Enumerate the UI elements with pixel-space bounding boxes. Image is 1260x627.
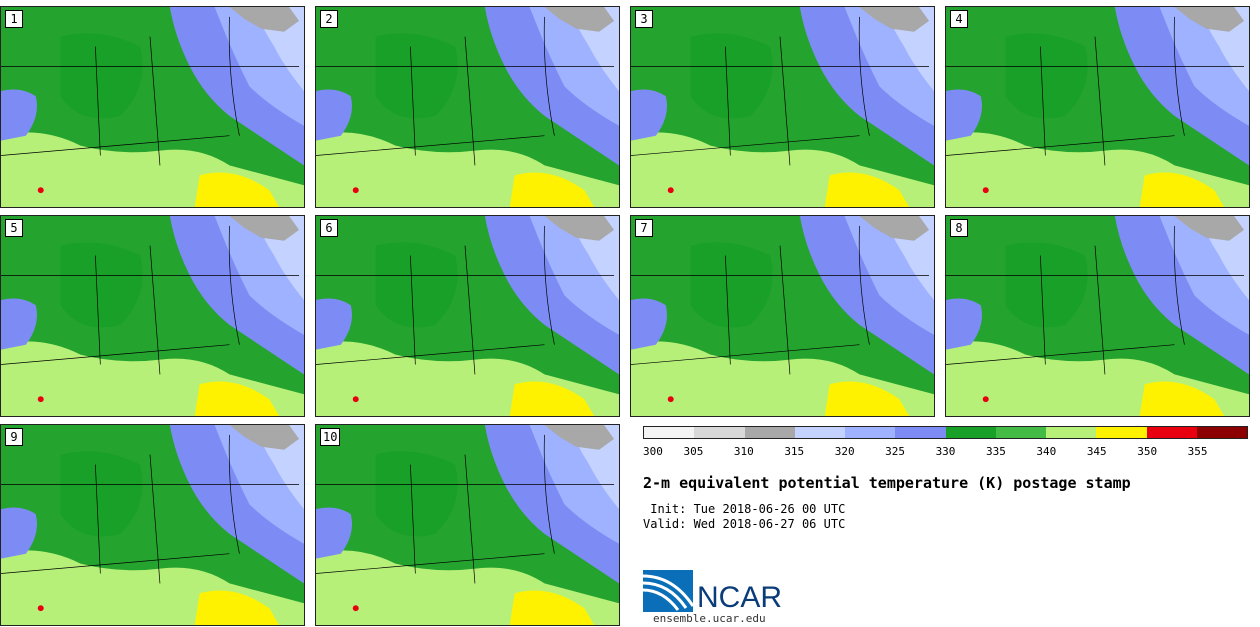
postage-stamp-map: 1 (0, 6, 305, 208)
colorbar-swatch (945, 427, 996, 438)
colorbar-tick-label: 320 (834, 445, 855, 458)
valid-time: Valid: Wed 2018-06-27 06 UTC (643, 517, 846, 531)
site-url: ensemble.ucar.edu (653, 612, 766, 625)
postage-stamp-map: 4 (945, 6, 1250, 208)
colorbar-swatch (995, 427, 1046, 438)
member-number: 4 (950, 10, 968, 28)
colorbar-tick-label: 300 (643, 445, 663, 458)
colorbar-tick-label: 335 (985, 445, 1006, 458)
member-number: 2 (320, 10, 338, 28)
member-number: 7 (635, 219, 653, 237)
member-number: 3 (635, 10, 653, 28)
colorbar (643, 426, 1248, 439)
ncar-logo: NCAR (643, 570, 782, 614)
colorbar-ticks: 300 305 310 315 320 325 330 335 340 345 350 355 (643, 445, 1248, 459)
colorbar-tick-label: 305 (683, 445, 704, 458)
colorbar-swatch (744, 427, 795, 438)
postage-stamp-map: 5 (0, 215, 305, 417)
member-number: 6 (320, 219, 338, 237)
colorbar-tick-label: 340 (1036, 445, 1057, 458)
colorbar-swatch (644, 427, 695, 438)
postage-stamp-map: 3 (630, 6, 935, 208)
colorbar-tick-label: 355 (1187, 445, 1208, 458)
colorbar-swatch (1096, 427, 1147, 438)
member-number: 10 (320, 428, 341, 446)
plot-title: 2-m equivalent potential temperature (K)… (643, 474, 1131, 492)
colorbar-swatch (1196, 427, 1247, 438)
member-number: 9 (5, 428, 23, 446)
colorbar-swatch (1146, 427, 1197, 438)
postage-stamp-map: 8 (945, 215, 1250, 417)
logo-text: NCAR (697, 581, 782, 614)
member-number: 5 (5, 219, 23, 237)
colorbar-swatch (694, 427, 745, 438)
colorbar-swatch (895, 427, 946, 438)
colorbar-tick-label: 350 (1137, 445, 1158, 458)
postage-stamp-map: 2 (315, 6, 620, 208)
postage-stamp-map: 7 (630, 215, 935, 417)
colorbar-tick-label: 310 (733, 445, 754, 458)
member-number: 8 (950, 219, 968, 237)
colorbar-tick-label: 325 (885, 445, 906, 458)
colorbar-swatch (1046, 427, 1097, 438)
colorbar-tick-label: 315 (784, 445, 805, 458)
member-number: 1 (5, 10, 23, 28)
postage-stamp-map: 10 (315, 424, 620, 626)
colorbar-tick-label: 345 (1086, 445, 1107, 458)
colorbar-swatch (845, 427, 896, 438)
postage-stamp-map: 6 (315, 215, 620, 417)
init-time: Init: Tue 2018-06-26 00 UTC (643, 502, 846, 516)
postage-stamp-map: 9 (0, 424, 305, 626)
colorbar-tick-label: 330 (935, 445, 956, 458)
colorbar-swatch (794, 427, 845, 438)
